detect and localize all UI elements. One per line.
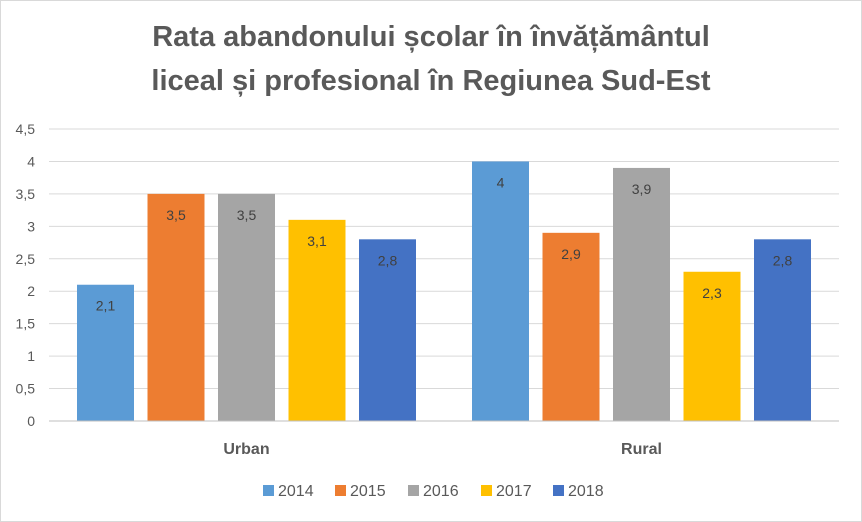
y-tick-label: 4,5 xyxy=(16,121,36,137)
legend-label-2015: 2015 xyxy=(350,483,386,500)
bar-2016-rural xyxy=(613,167,670,421)
data-label: 2,1 xyxy=(96,298,116,314)
y-tick-label: 3,5 xyxy=(16,186,36,202)
data-label: 2,8 xyxy=(773,252,793,268)
chart-title: Rata abandonului școlar în învățământul … xyxy=(1,15,861,103)
x-category-label: Rural xyxy=(621,441,662,458)
data-label: 2,3 xyxy=(702,285,722,301)
bar-2015-urban xyxy=(147,193,205,421)
legend-label-2014: 2014 xyxy=(278,483,314,500)
bar-2018-rural xyxy=(754,239,811,421)
data-label: 3,5 xyxy=(237,207,257,223)
x-category-label: Urban xyxy=(223,441,269,458)
bar-2014-rural xyxy=(472,161,529,421)
data-label: 3,1 xyxy=(307,233,327,249)
legend-swatch-2016 xyxy=(408,485,419,496)
chart-title-line-1: Rata abandonului școlar în învățământul xyxy=(152,21,710,53)
data-label: 2,8 xyxy=(378,252,398,268)
data-label: 2,9 xyxy=(561,246,581,262)
y-tick-label: 2 xyxy=(27,283,35,299)
legend-swatch-2017 xyxy=(481,485,492,496)
bar-2014-urban xyxy=(77,284,134,421)
legend-swatch-2014 xyxy=(263,485,274,496)
bar-2017-rural xyxy=(683,271,741,421)
legend-label-2016: 2016 xyxy=(423,483,459,500)
legend-swatch-2015 xyxy=(335,485,346,496)
data-label: 4 xyxy=(497,174,505,190)
bar-2015-rural xyxy=(542,232,600,421)
y-tick-label: 2,5 xyxy=(16,251,36,267)
y-tick-label: 4 xyxy=(27,153,35,169)
legend-label-2017: 2017 xyxy=(496,483,532,500)
y-tick-label: 1 xyxy=(27,348,35,364)
legend-swatch-2018 xyxy=(553,485,564,496)
y-tick-label: 3 xyxy=(27,218,35,234)
bar-2018-urban xyxy=(359,239,416,421)
y-tick-label: 1,5 xyxy=(16,316,36,332)
y-tick-label: 0 xyxy=(27,413,35,429)
data-label: 3,5 xyxy=(166,207,186,223)
chart-title-line-2: liceal și profesional în Regiunea Sud-Es… xyxy=(151,65,711,97)
y-tick-label: 0,5 xyxy=(16,381,36,397)
legend-label-2018: 2018 xyxy=(568,483,604,500)
bar-2017-urban xyxy=(288,219,346,421)
bar-2016-urban xyxy=(218,193,275,421)
data-label: 3,9 xyxy=(632,181,652,197)
